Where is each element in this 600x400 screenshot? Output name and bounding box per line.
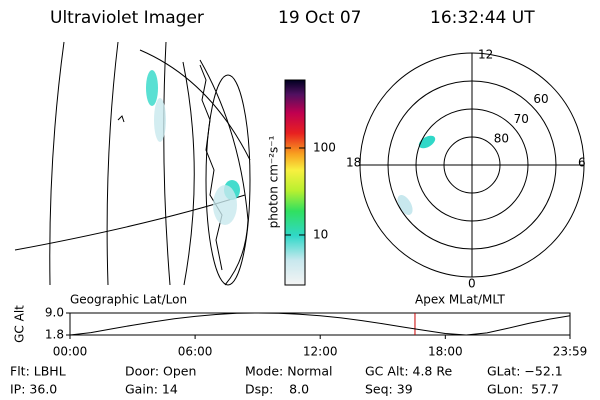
date: 19 Oct 07	[278, 8, 361, 28]
polar-plot	[359, 52, 585, 278]
colorbar	[284, 79, 306, 286]
y-axis-label: GC Alt	[13, 305, 27, 343]
lat-lon-label: Geographic Lat/Lon	[70, 293, 187, 307]
latitude-label: 70	[514, 112, 529, 126]
polar-label: 12	[478, 48, 493, 62]
latitude-label: 80	[494, 132, 509, 146]
status-bar: Flt: LBHL Door: Open Mode: Normal GC Alt: 4…	[10, 364, 563, 397]
colorbar-tick-label: 100	[313, 140, 336, 154]
polar-label: 0	[468, 277, 476, 291]
status-field: Gain: 14	[125, 382, 178, 397]
y-tick-label: 1.8	[45, 328, 64, 342]
status-field: Door: Open	[125, 364, 196, 379]
altitude-line	[69, 312, 571, 336]
status-field: Dsp: 8.0	[245, 382, 309, 397]
status-field: GC Alt: 4.8 Re	[365, 364, 452, 379]
latitude-label: 60	[533, 92, 548, 106]
latitude-circle	[415, 108, 529, 222]
geo-map	[14, 41, 251, 286]
status-field: Seq: 39	[365, 382, 413, 397]
status-field: GLat: −52.1	[487, 364, 563, 379]
mlat-mlt-label: Apex MLat/MLT	[415, 293, 505, 307]
polar-label: 18	[346, 156, 361, 170]
colorbar-tick-label: 10	[313, 227, 328, 241]
y-tick-label: 9.0	[45, 306, 64, 320]
x-tick-label: 06:00	[178, 345, 213, 359]
x-tick-label: 18:00	[428, 345, 463, 359]
x-tick-label: 12:00	[303, 345, 338, 359]
status-field: Mode: Normal	[245, 364, 332, 379]
polar-label: 6	[578, 156, 586, 170]
plot-frame	[69, 312, 571, 336]
instrument: Ultraviolet Imager	[50, 8, 204, 28]
status-field: Flt: LBHL	[10, 364, 66, 379]
latitude-circle	[443, 136, 501, 194]
latitude-circle	[387, 80, 557, 250]
status-field: IP: 36.0	[10, 382, 57, 397]
x-tick-label: 23:59	[553, 345, 588, 359]
x-tick-label: 00:00	[53, 345, 88, 359]
colorbar-label: photon cm⁻²s⁻¹	[267, 135, 281, 228]
time: 16:32:44 UT	[430, 8, 535, 28]
status-field: GLon: 57.7	[487, 382, 559, 397]
